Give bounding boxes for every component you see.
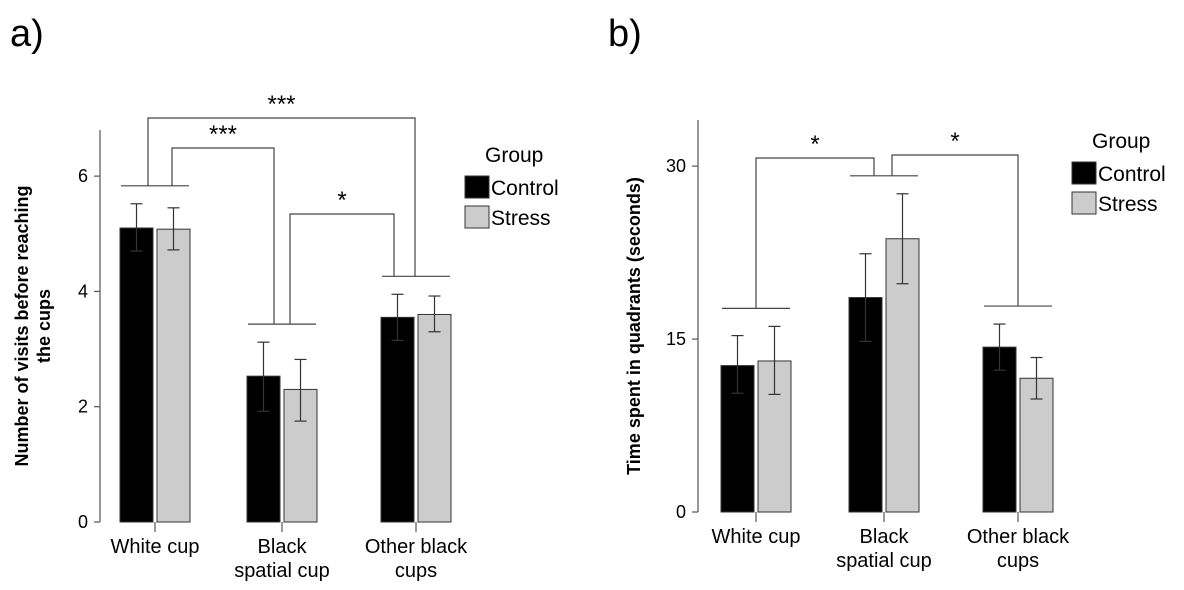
- error-bar: [428, 295, 441, 333]
- legend-title: Group: [485, 144, 543, 167]
- x-category-label-line: Other black: [967, 526, 1070, 548]
- x-category-label-line: Other black: [365, 536, 468, 558]
- legend-label-control: Control: [491, 177, 559, 200]
- x-category-label-line: spatial cup: [234, 560, 330, 582]
- significance-bracket: ***: [147, 91, 416, 277]
- error-bar: [391, 293, 404, 342]
- x-category-label: White cup: [712, 526, 801, 548]
- x-category-label-line: White cup: [712, 526, 801, 548]
- legend: Group Control Stress: [464, 144, 559, 230]
- bar-control: [982, 346, 1017, 513]
- y-axis-label-line: Time spent in quadrants (seconds): [624, 177, 644, 475]
- x-category-label-line: cups: [997, 550, 1039, 572]
- bar-control: [119, 227, 154, 523]
- significance-label: *: [810, 131, 819, 158]
- significance-label: *: [337, 187, 346, 214]
- error-bar: [130, 203, 143, 252]
- legend-label-control: Control: [1098, 163, 1166, 186]
- significance-label: *: [950, 128, 959, 155]
- legend-swatch-stress: [1071, 191, 1097, 215]
- bar-stress: [1019, 377, 1054, 513]
- chart-panel-a: a) 0 2 4 6 Number of visits before reaching th…: [10, 13, 559, 582]
- y-axis-label-line: the cups: [34, 289, 54, 363]
- bar-stress: [156, 228, 191, 523]
- x-category-label-line: Black: [258, 536, 308, 558]
- y-axis-label: Time spent in quadrants (seconds): [624, 177, 644, 475]
- error-bar: [1030, 356, 1043, 400]
- significance-label: ***: [209, 121, 237, 148]
- legend-label-stress: Stress: [1098, 193, 1158, 216]
- x-category-label-line: Black: [860, 526, 910, 548]
- x-category-label: Other black cups: [967, 526, 1070, 572]
- bar-control: [380, 316, 415, 523]
- error-bar: [731, 335, 744, 394]
- error-bar: [896, 193, 909, 285]
- x-category-label-line: spatial cup: [836, 550, 932, 572]
- y-axis-label: Number of visits before reaching the cups: [12, 185, 54, 466]
- error-bar: [859, 253, 872, 342]
- x-category-label: Black spatial cup: [234, 536, 330, 582]
- x-category-label: Black spatial cup: [836, 526, 932, 572]
- y-axis-label-line: Number of visits before reaching: [12, 185, 32, 466]
- error-bar: [294, 358, 307, 422]
- error-bar: [167, 207, 180, 251]
- y-tick-label: 4: [78, 281, 88, 301]
- significance-bracket: *: [289, 187, 395, 325]
- bracket-line: [171, 147, 275, 325]
- legend-swatch-control: [1071, 161, 1097, 185]
- x-category-label: White cup: [111, 536, 200, 558]
- legend-swatch-control: [464, 175, 490, 199]
- bracket-line: [755, 157, 875, 309]
- significance-bracket: *: [755, 131, 875, 309]
- bracket-line: [289, 213, 395, 325]
- bar-stress: [417, 313, 452, 523]
- x-category-label: Other black cups: [365, 536, 468, 582]
- significance-bracket: *: [891, 128, 1019, 307]
- bracket-line: [147, 117, 416, 277]
- error-bar: [257, 341, 270, 412]
- chart-panel-b: b) 0 15 30 Time spent in quadrants (seconds)…: [608, 13, 1166, 572]
- y-tick-label: 30: [666, 156, 686, 176]
- x-category-label-line: cups: [395, 560, 437, 582]
- panel-label: a): [10, 13, 44, 55]
- significance-bracket: ***: [171, 121, 275, 325]
- bracket-line: [891, 154, 1019, 307]
- significance-label: ***: [267, 91, 295, 118]
- legend: Group Control Stress: [1071, 130, 1166, 216]
- panel-label: b): [608, 13, 642, 55]
- error-bar: [768, 325, 781, 395]
- y-tick-label: 6: [78, 166, 88, 186]
- y-tick-label: 0: [78, 512, 88, 532]
- y-tick-label: 0: [676, 502, 686, 522]
- y-tick-label: 2: [78, 397, 88, 417]
- legend-title: Group: [1092, 130, 1150, 153]
- legend-label-stress: Stress: [491, 207, 551, 230]
- x-category-label-line: White cup: [111, 536, 200, 558]
- error-bar: [993, 323, 1006, 371]
- legend-swatch-stress: [464, 205, 490, 229]
- y-tick-label: 15: [666, 329, 686, 349]
